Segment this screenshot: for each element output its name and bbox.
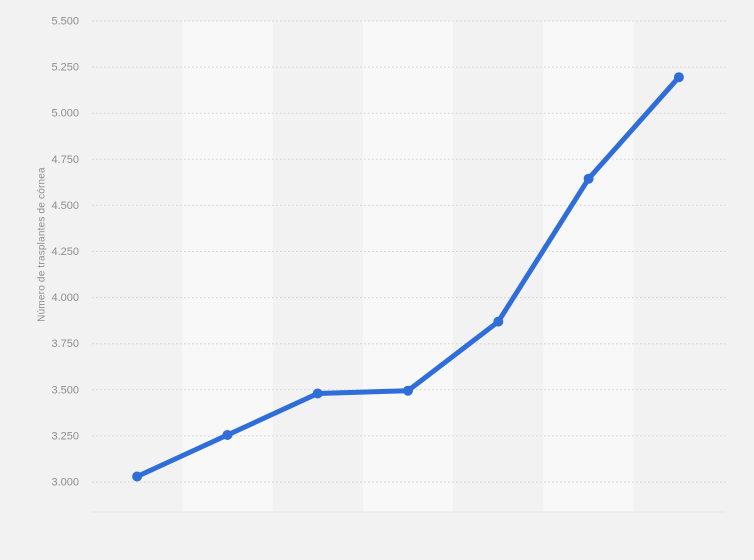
- y-tick-label: 4.250: [51, 246, 79, 258]
- y-tick-label: 4.000: [51, 292, 79, 304]
- y-axis-title: Número de trasplantes de córnea: [36, 167, 48, 322]
- category-band: [362, 21, 454, 512]
- data-point: [222, 430, 233, 440]
- y-tick-label: 5.500: [51, 16, 79, 28]
- y-tick-label: 4.750: [51, 154, 79, 166]
- data-point: [673, 72, 684, 83]
- y-tick-label: 5.250: [51, 62, 79, 74]
- data-point: [132, 471, 143, 482]
- y-tick-label: 4.500: [51, 200, 79, 212]
- data-point: [583, 173, 594, 184]
- y-tick-label: 3.250: [51, 430, 79, 442]
- y-tick-label: 5.000: [51, 108, 79, 120]
- y-tick-label: 3.500: [51, 384, 79, 396]
- data-point: [403, 385, 413, 396]
- data-point: [493, 316, 504, 327]
- y-tick-label: 3.000: [51, 477, 79, 489]
- category-band: [543, 21, 634, 512]
- y-tick-label: 3.750: [51, 338, 79, 350]
- data-point: [312, 388, 323, 399]
